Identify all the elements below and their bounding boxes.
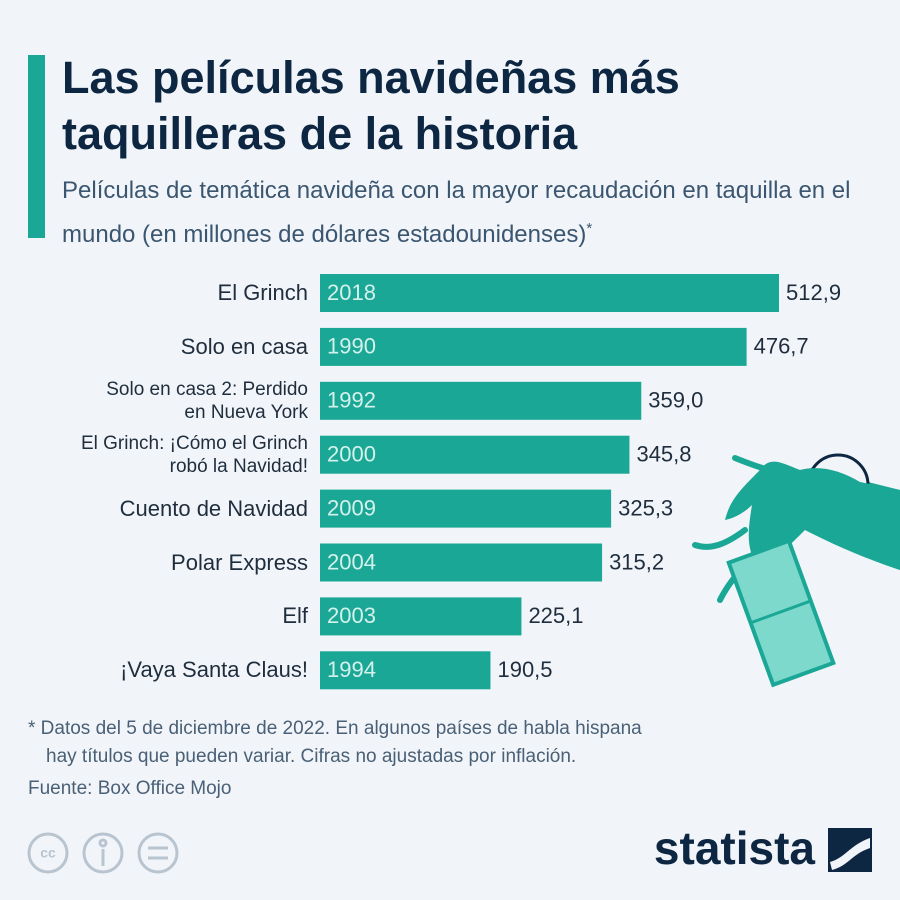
value-label: 325,3: [618, 495, 673, 520]
category-label: Elf: [282, 603, 308, 629]
subtitle-text: Películas de temática navideña con la ma…: [62, 177, 851, 248]
category-label: Polar Express: [171, 549, 308, 575]
chart-title: Las películas navideñas más taquilleras …: [62, 52, 680, 159]
bar-year: 2003: [327, 603, 376, 628]
bar: [320, 651, 491, 690]
bar: [320, 381, 642, 420]
category-label: El Grinch: ¡Cómo el Grinch robó la Navid…: [80, 432, 308, 477]
cc-text: cc: [40, 845, 56, 861]
value-label: 345,8: [636, 442, 691, 467]
bar-year: 2000: [327, 442, 376, 467]
category-label: Solo en casa 2: Perdido en Nueva York: [106, 378, 308, 423]
bar: [320, 543, 603, 582]
accent-bar: [28, 55, 45, 238]
subtitle-note: *: [586, 220, 593, 237]
chart-subtitle: Películas de temática navideña con la ma…: [62, 172, 882, 254]
bar: [320, 597, 522, 636]
category-label: Solo en casa: [180, 333, 308, 359]
bar: [320, 327, 747, 366]
bar-year: 1992: [327, 388, 376, 413]
category-label: ¡Vaya Santa Claus!: [120, 657, 308, 683]
bar-year: 1990: [327, 334, 376, 359]
bar: [320, 274, 779, 312]
value-label: 359,0: [648, 388, 703, 413]
category-label: Cuento de Navidad: [119, 495, 308, 521]
bar-year: 2004: [327, 549, 376, 574]
bar-year: 2018: [327, 280, 376, 305]
bar-year: 1994: [327, 657, 376, 682]
bar: [320, 435, 630, 474]
footnote-line: hay títulos que pueden variar. Cifras no…: [46, 746, 577, 767]
category-label: El Grinch: [217, 280, 308, 305]
value-label: 512,9: [786, 280, 841, 305]
footnote-line: * Datos del 5 de diciembre de 2022. En a…: [28, 718, 642, 739]
value-label: 190,5: [497, 657, 552, 682]
license-icons: [27, 832, 179, 874]
value-label: 476,7: [754, 334, 809, 359]
illustration: [692, 453, 900, 688]
source: Fuente: Box Office Mojo: [28, 778, 232, 799]
logo-icon: [828, 828, 872, 872]
bar: [320, 489, 612, 528]
value-label: 225,1: [528, 603, 583, 628]
bar-year: 2009: [327, 495, 376, 520]
logo: statista: [654, 822, 815, 874]
value-label: 315,2: [609, 549, 664, 574]
